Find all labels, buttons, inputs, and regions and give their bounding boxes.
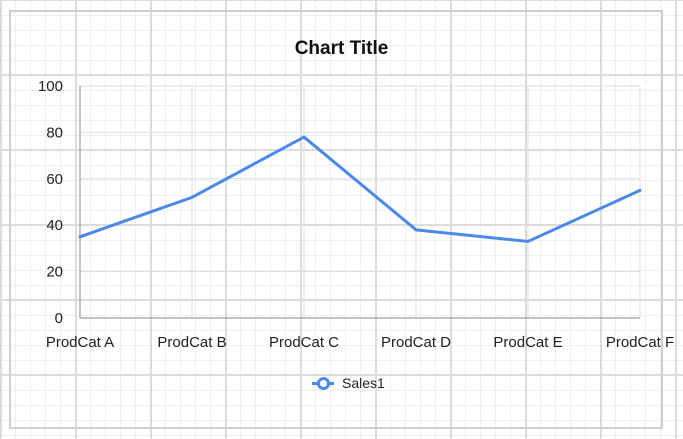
- y-tick-label: 40: [46, 217, 63, 234]
- data-point[interactable]: [638, 188, 642, 192]
- legend-line-marker-icon: [312, 376, 334, 390]
- chart-title: Chart Title: [294, 38, 389, 59]
- y-tick-label: 20: [46, 264, 63, 281]
- x-tick-label: ProdCat D: [381, 334, 451, 351]
- y-tick-label: 0: [55, 310, 63, 327]
- x-tick-label: ProdCat B: [157, 334, 226, 351]
- data-point[interactable]: [302, 135, 306, 139]
- y-tick-label: 100: [38, 78, 63, 95]
- x-tick-label: ProdCat E: [493, 334, 562, 351]
- x-tick-label: ProdCat A: [46, 334, 114, 351]
- data-point[interactable]: [414, 228, 418, 232]
- x-tick-label: ProdCat F: [606, 334, 674, 351]
- data-point[interactable]: [526, 239, 530, 243]
- chart-frame: [9, 10, 663, 429]
- data-point[interactable]: [190, 195, 194, 199]
- legend-label-sales1: Sales1: [342, 375, 385, 391]
- x-tick-label: ProdCat C: [269, 334, 339, 351]
- y-tick-label: 80: [46, 124, 63, 141]
- series-line-sales1[interactable]: [79, 135, 641, 243]
- data-point[interactable]: [78, 235, 82, 239]
- y-tick-label: 60: [46, 171, 63, 188]
- legend[interactable]: Sales1: [312, 373, 385, 393]
